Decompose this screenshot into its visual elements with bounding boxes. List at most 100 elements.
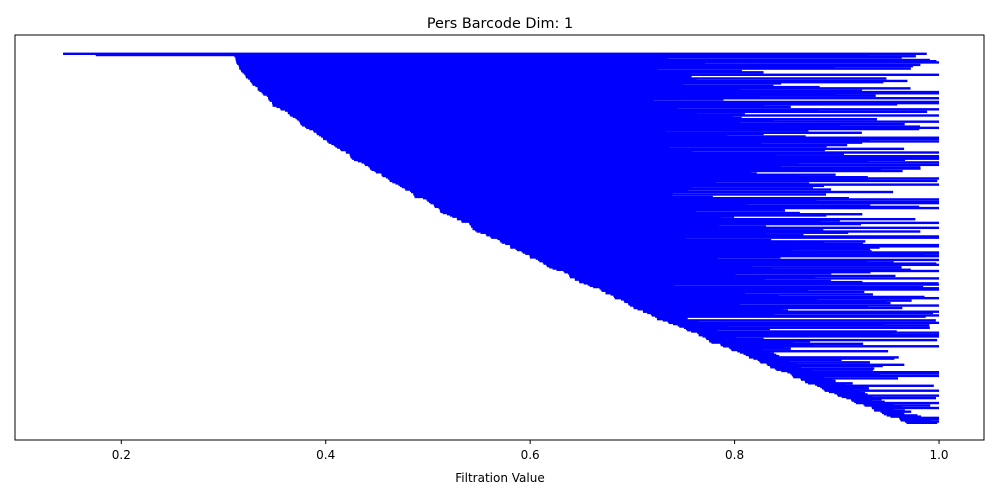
barcode-bar — [439, 208, 784, 211]
barcode-bar — [610, 293, 873, 296]
barcode-bar — [790, 372, 940, 375]
barcode-bar — [446, 213, 863, 216]
barcode-bar — [300, 122, 905, 126]
barcode-bar — [515, 247, 871, 250]
x-tick-label: 1.0 — [929, 448, 948, 462]
barcode-bar — [422, 196, 849, 200]
barcode-bar — [882, 411, 903, 415]
barcode-bar — [257, 87, 911, 90]
barcode-bar — [268, 98, 724, 101]
barcode-bar — [633, 306, 903, 310]
barcode-bar — [472, 226, 940, 230]
barcode-bar — [290, 114, 940, 117]
barcode-bar — [871, 406, 940, 410]
barcode-bar — [430, 201, 940, 205]
barcode-bar — [251, 80, 884, 84]
barcode-bar — [289, 113, 745, 116]
barcode-bar — [235, 56, 902, 59]
barcode-bar — [801, 378, 832, 381]
barcode-bar — [828, 390, 860, 394]
barcode-bar — [257, 85, 820, 89]
barcode-bar — [440, 210, 696, 213]
barcode-bar — [63, 52, 927, 55]
barcode-bar — [236, 60, 937, 63]
barcode-bar — [471, 225, 767, 228]
barcode-bar — [730, 347, 791, 350]
barcode-bar — [323, 137, 940, 141]
barcode-bar — [247, 77, 887, 80]
barcode-bar — [906, 421, 938, 424]
barcode-bar — [633, 305, 868, 308]
barcode-bar — [593, 285, 924, 289]
plot-frame — [14, 34, 985, 441]
barcode-bar — [651, 314, 940, 317]
barcode-bar — [271, 100, 940, 104]
barcode-bar — [574, 277, 940, 280]
barcode-bar — [476, 230, 921, 233]
barcode-bar — [769, 364, 883, 368]
barcode-bar — [642, 309, 789, 312]
barcode-bar — [414, 194, 673, 197]
barcode-bar — [438, 206, 940, 210]
barcode-bar — [587, 283, 940, 286]
barcode-bar — [628, 303, 740, 306]
barcode-bar — [272, 101, 940, 105]
barcode-bar — [442, 211, 800, 215]
barcode-bar — [245, 76, 692, 79]
barcode-bar — [469, 221, 940, 225]
barcode-bar — [874, 409, 905, 412]
barcode-bar — [236, 61, 940, 64]
barcode-bar — [252, 83, 684, 86]
barcode-bar — [569, 275, 816, 279]
barcode-bar — [800, 377, 899, 380]
x-tick-label: 0.8 — [725, 448, 744, 462]
barcode-bar — [395, 182, 810, 185]
barcode-bar — [354, 158, 906, 162]
barcode-bar — [613, 294, 780, 297]
barcode-bar — [95, 53, 869, 57]
barcode-bar — [883, 412, 905, 416]
barcode-bar — [357, 159, 869, 163]
barcode-bar — [439, 209, 785, 212]
barcode-bar — [262, 92, 940, 95]
barcode-bar — [321, 135, 806, 138]
barcode-bar — [295, 116, 742, 120]
barcode-bar — [486, 234, 804, 237]
barcode-bar — [298, 119, 774, 122]
barcode-bar — [706, 337, 764, 341]
barcode-bar — [614, 296, 940, 300]
barcode-bar — [569, 273, 736, 276]
barcode-bar — [793, 375, 824, 379]
barcode-bar — [287, 110, 928, 114]
barcode-bar — [252, 82, 782, 85]
barcode-bar — [398, 183, 940, 186]
barcode-bar — [389, 178, 869, 181]
barcode-bar — [863, 403, 895, 406]
barcode-bar — [613, 295, 925, 299]
barcode-bar — [345, 150, 693, 153]
barcode-bar — [599, 287, 940, 290]
barcode-bar — [250, 79, 908, 83]
barcode-bar — [287, 111, 698, 115]
barcode-bar — [405, 188, 832, 191]
barcode-bar — [791, 373, 880, 376]
barcode-bar — [241, 69, 742, 73]
barcode-bar — [808, 382, 853, 385]
barcode-bar — [637, 308, 784, 311]
barcode-bar — [890, 415, 922, 418]
barcode-bar — [340, 147, 905, 151]
barcode-bar — [255, 84, 774, 88]
x-axis-title: Filtration Value — [455, 471, 544, 485]
barcode-bar — [711, 341, 794, 344]
barcode-bar — [753, 357, 895, 360]
barcode-bar — [313, 129, 809, 132]
barcode-bar — [284, 109, 819, 112]
barcode-bar — [673, 322, 885, 326]
barcode-bar — [427, 199, 817, 202]
barcode-bar — [568, 272, 832, 275]
barcode-bar — [886, 414, 918, 417]
barcode-bar — [743, 352, 775, 355]
barcode-bar — [731, 348, 763, 352]
barcode-bar — [237, 62, 705, 65]
barcode-bar — [345, 151, 940, 154]
